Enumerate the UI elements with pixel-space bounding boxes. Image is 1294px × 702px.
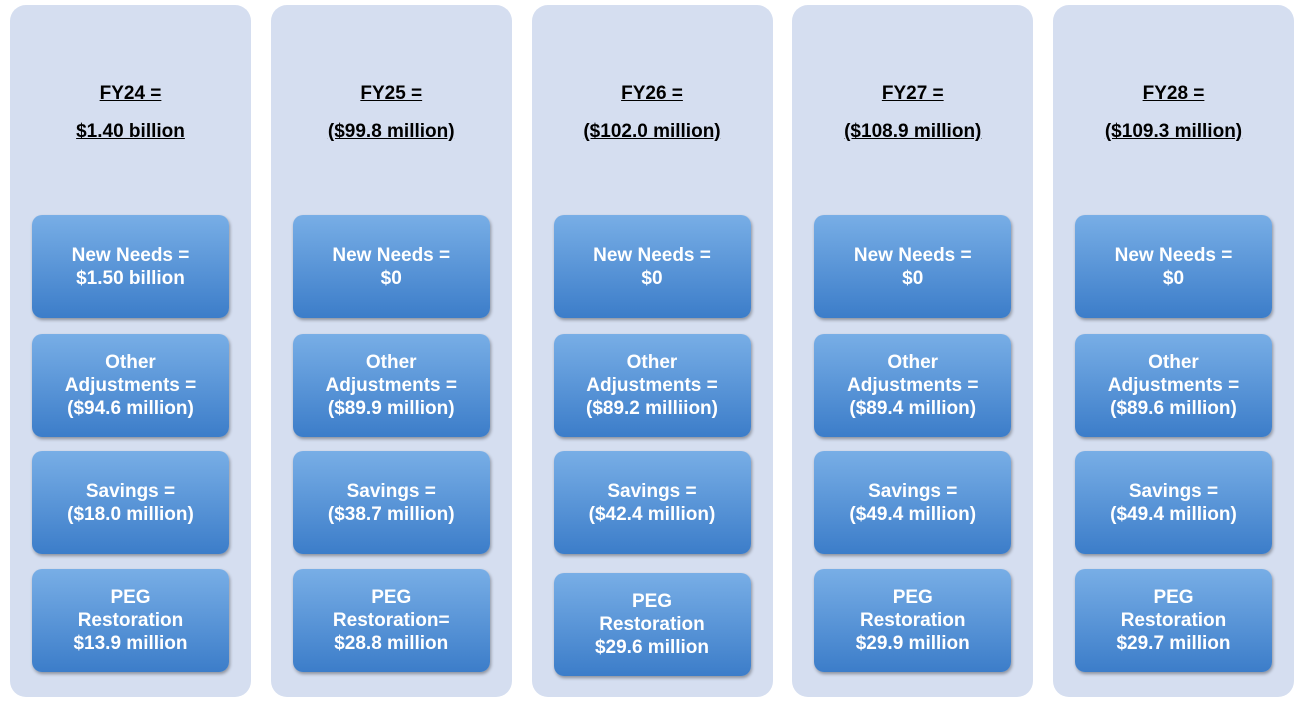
box-text: Restoration [77, 610, 184, 631]
value-box: PEG Restoration= $28.8 million [292, 569, 490, 672]
box-text: $29.7 million [1116, 633, 1231, 654]
box-text: $1.50 billion [76, 267, 185, 289]
box-text: ($42.4 million) [588, 503, 716, 525]
box-text: $29.6 million [594, 637, 710, 658]
column-heading: ($99.8 million) [327, 121, 455, 142]
value-box: New Needs = $0 [814, 215, 1012, 318]
value-box: New Needs = $0 [1075, 215, 1272, 318]
box-text: Restoration [599, 614, 705, 635]
value-box: Savings = ($18.0 million) [32, 451, 229, 554]
box-text: ($89.4 million) [849, 398, 977, 419]
box-text: Other [887, 352, 939, 373]
box-text: New Needs = [71, 244, 190, 266]
column-heading: $1.40 billion [76, 121, 185, 142]
column: FY25 = ($99.8 million) New Needs = $0 Other A… [270, 5, 512, 697]
box-text: Savings = [1128, 480, 1219, 502]
value-box: PEG Restoration $29.7 million [1075, 569, 1272, 672]
value-box: Other Adjustments = ($89.9 million) [292, 334, 490, 437]
box-text: ($94.6 million) [67, 398, 194, 419]
box-text: $0 [1162, 267, 1185, 289]
box-text: Other [626, 352, 678, 373]
column-heading: ($108.9 million) [844, 121, 982, 142]
box-text: ($49.4 million) [1110, 503, 1237, 525]
value-box: Savings = ($49.4 million) [814, 451, 1012, 554]
box-text: Savings = [346, 480, 436, 502]
box-text: Adjustments = [847, 375, 979, 396]
box-text: PEG [371, 587, 412, 608]
box-text: New Needs = [332, 244, 451, 266]
box-text: Other [1148, 352, 1199, 373]
column-heading: ($102.0 million) [583, 121, 721, 142]
value-box: Other Adjustments = ($89.2 milliion) [553, 334, 751, 437]
box-text: PEG [631, 591, 673, 612]
box-text: Savings = [85, 480, 176, 502]
box-text: Restoration [1120, 610, 1227, 631]
box-text: Restoration= [332, 610, 450, 631]
box-text: Restoration [859, 610, 966, 631]
box-text: $0 [641, 267, 663, 289]
box-text: Adjustments = [1107, 375, 1240, 396]
box-text: New Needs = [593, 244, 711, 266]
box-text: New Needs = [1114, 244, 1233, 266]
box-text: Savings = [607, 480, 697, 502]
box-text: ($49.4 million) [849, 503, 977, 525]
column-heading: ($109.3 million) [1104, 121, 1243, 142]
value-box: Savings = ($38.7 million) [292, 451, 490, 554]
box-text: ($38.7 million) [327, 503, 455, 525]
box-text: $29.9 million [855, 633, 970, 654]
box-text: Adjustments = [64, 375, 197, 396]
value-box: Other Adjustments = ($89.4 million) [814, 334, 1012, 437]
value-box: PEG Restoration $13.9 million [32, 569, 229, 672]
box-text: $13.9 million [73, 633, 188, 654]
column: FY28 = ($109.3 million) New Needs = $0 Other… [1053, 5, 1294, 697]
value-box: Other Adjustments = ($89.6 million) [1075, 334, 1272, 437]
column: FY24 = $1.40 billion New Needs = $1.50 bill… [10, 5, 251, 697]
value-box: PEG Restoration $29.6 million [553, 573, 751, 676]
value-box: Savings = ($42.4 million) [553, 451, 751, 554]
value-box: Other Adjustments = ($94.6 million) [32, 334, 229, 437]
column-heading: FY26 = [621, 83, 683, 104]
box-text: Adjustments = [325, 375, 457, 396]
column: FY27 = ($108.9 million) New Needs = $0 Other… [792, 5, 1034, 697]
box-text: $0 [380, 267, 402, 289]
column-heading: FY24 = [99, 83, 162, 104]
box-text: PEG [1153, 587, 1194, 608]
box-text: $28.8 million [334, 633, 449, 654]
box-text: ($89.6 million) [1110, 398, 1237, 419]
value-box: New Needs = $0 [553, 215, 751, 318]
value-box: Savings = ($49.4 million) [1075, 451, 1272, 554]
box-text: New Needs = [853, 244, 972, 266]
column-heading: FY28 = [1142, 83, 1205, 104]
box-text: ($18.0 million) [67, 503, 194, 525]
column-heading: FY25 = [360, 83, 423, 104]
box-text: ($89.2 milliion) [586, 398, 718, 419]
value-box: PEG Restoration $29.9 million [814, 569, 1012, 672]
box-text: Savings = [868, 480, 958, 502]
box-text: Other [365, 352, 417, 373]
box-text: PEG [892, 587, 933, 608]
box-text: PEG [110, 587, 151, 608]
box-text: $0 [902, 267, 924, 289]
box-text: Adjustments = [586, 375, 718, 396]
box-text: Other [105, 352, 156, 373]
value-box: New Needs = $1.50 billion [32, 215, 229, 318]
value-box: New Needs = $0 [292, 215, 490, 318]
column: FY26 = ($102.0 million) New Needs = $0 Other… [531, 5, 773, 697]
column-heading: FY27 = [881, 83, 944, 104]
box-text: ($89.9 million) [327, 398, 455, 419]
